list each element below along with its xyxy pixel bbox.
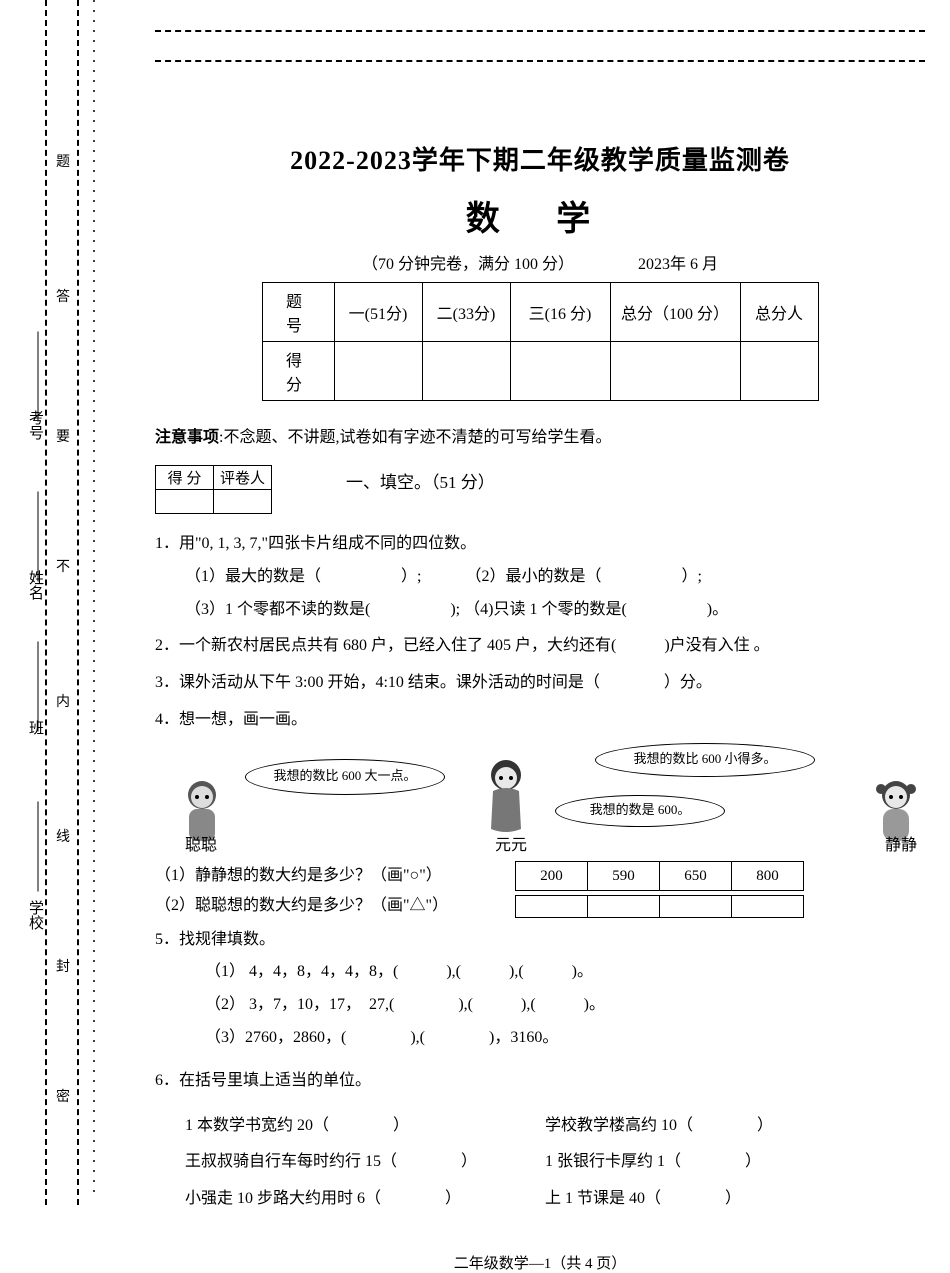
binding-inner-char: 内 [53,695,73,710]
score-header: 总分（100 分） [610,283,740,342]
exam-title: 2022-2023学年下期二年级教学质量监测卷 [155,140,925,177]
binding-label-class: 班 [23,720,43,735]
choice-blank[interactable] [588,895,660,917]
kid-mid-icon [475,757,537,839]
bubble-right: 我想的数比 600 小得多。 [595,743,815,777]
q6-r1b: 学校教学楼高约 10（ ） [545,1108,773,1145]
q1-stem: 1．用"0, 1, 3, 7,"四张卡片组成不同的四位数。 [155,528,925,561]
binding-strip: 考号 姓名 班 学校 题 答 要 不 内 线 封 密 [45,0,120,1205]
binding-label-examno: 考号 [23,410,43,440]
mini-cell: 得 分 [156,466,214,490]
score-cell[interactable] [334,342,422,401]
kid-left-name: 聪聪 [185,830,217,863]
q5-lines: （1） 4，4，8，4，4，8，( ),( ),( )。 （2） 3，7，10，… [155,956,925,1054]
binding-underline [38,642,39,732]
mini-cell-blank[interactable] [214,490,272,514]
exam-subject: 数 学 [155,191,925,240]
q1-p2: （2）最小的数是（ ）; [465,568,701,585]
score-header: 二(33分) [422,283,510,342]
choice-blank[interactable] [516,895,588,917]
binding-inner-char: 题 [53,155,73,170]
binding-label-name: 姓名 [23,570,43,600]
binding-inner-char: 要 [53,430,73,445]
binding-dash-outer [45,0,47,1205]
binding-label-school: 学校 [23,900,43,930]
score-header: 一(51分) [334,283,422,342]
choice-cell: 200 [516,861,588,891]
exam-time-info: （70 分钟完卷，满分 100 分） [362,256,574,273]
q6-r2a: 王叔叔骑自行车每时约行 15（ ） [185,1144,545,1181]
score-cell[interactable] [740,342,818,401]
q6-r1a: 1 本数学书宽约 20（ ） [185,1108,545,1145]
q6-r3a: 小强走 10 步路大约用时 6（ ） [185,1181,545,1218]
binding-underline [38,802,39,892]
binding-inner-char: 线 [53,830,73,845]
top-dash-2 [155,60,925,62]
binding-inner-char: 不 [53,560,73,575]
score-cell[interactable] [610,342,740,401]
q5-l2: （2） 3，7，10，17， 27,( ),( ),( )。 [205,989,925,1022]
score-cell[interactable] [422,342,510,401]
q6-rows: 1 本数学书宽约 20（ ）学校教学楼高约 10（ ） 王叔叔骑自行车每时约行 … [155,1108,925,1218]
binding-underline [38,332,39,422]
section1-title: 一、填空。（51 分） [346,468,495,493]
q4-subquestions: （1）静静想的数大约是多少？（画"○"） 200 590 650 800 （2）… [155,861,925,922]
q1-p1: （1）最大的数是（ ）; [185,568,421,585]
q6-stem: 6．在括号里填上适当的单位。 [155,1065,925,1098]
bubble-mid: 我想的数是 600。 [555,795,725,827]
q4-sub2: （2）聪聪想的数大约是多少？（画"△"） [155,891,515,921]
q5-stem: 5．找规律填数。 [155,924,925,957]
score-header: 题 号 [262,283,334,342]
choice-blank[interactable] [660,895,732,917]
binding-inner-char: 密 [53,1090,73,1105]
page-content: 2022-2023学年下期二年级教学质量监测卷 数 学 （70 分钟完卷，满分 … [155,0,925,1273]
q5-l3: （3）2760，2860，( ),( )，3160。 [205,1022,925,1055]
q6-r3b: 上 1 节课是 40（ ） [545,1181,741,1218]
exam-date: 2023年 6 月 [638,250,718,274]
q1-p4: （4)只读 1 个零的数是( )。 [464,601,728,618]
binding-underline [38,492,39,582]
section-header-row: 得 分 评卷人 一、填空。（51 分） [155,447,925,514]
choice-cell: 590 [588,861,660,891]
binding-inner-char: 封 [53,960,73,975]
notice-text: :不念题、不讲题,试卷如有字迹不清楚的可写给学生看。 [219,429,611,446]
page-footer: 二年级数学—1（共 4 页） [155,1252,925,1273]
grader-mini-table: 得 分 评卷人 [155,465,272,514]
q5-l1: （1） 4，4，8，4，4，8，( ),( ),( )。 [205,956,925,989]
mini-cell: 评卷人 [214,466,272,490]
q4-sub1: （1）静静想的数大约是多少？（画"○"） [155,861,515,891]
score-header: 三(16 分) [510,283,610,342]
questions: 1．用"0, 1, 3, 7,"四张卡片组成不同的四位数。 （1）最大的数是（ … [155,528,925,1218]
mini-cell-blank[interactable] [156,490,214,514]
top-dash-1 [155,30,925,32]
kid-right-name: 静静 [885,830,917,863]
notice-line: 注意事项:不念题、不讲题,试卷如有字迹不清楚的可写给学生看。 [155,423,925,447]
q6-r2b: 1 张银行卡厚约 1（ ） [545,1144,761,1181]
score-row-label: 得 分 [262,342,334,401]
q4-choice-table: 200 590 650 800 [515,861,804,892]
q4-choice-table-2 [515,895,804,918]
choice-blank[interactable] [732,895,804,917]
binding-dash-inner [77,0,79,1205]
exam-subline: （70 分钟完卷，满分 100 分） 2023年 6 月 [155,250,925,274]
q3: 3．课外活动从下午 3:00 开始，4:10 结束。课外活动的时间是（ ）分。 [155,667,925,700]
q1-p3: （3）1 个零都不读的数是( ); [185,601,460,618]
q1-parts: （1）最大的数是（ ）; （2）最小的数是（ ）; （3）1 个零都不读的数是(… [155,561,925,627]
choice-cell: 800 [732,861,804,891]
binding-dot-col [93,0,95,1205]
notice-label: 注意事项 [155,429,219,446]
kid-mid-name: 元元 [495,830,527,863]
q2: 2．一个新农村居民点共有 680 户，已经入住了 405 户，大约还有( )户没… [155,630,925,663]
binding-inner-char: 答 [53,290,73,305]
bubble-left: 我想的数比 600 大一点。 [245,759,445,795]
choice-cell: 650 [660,861,732,891]
score-header: 总分人 [740,283,818,342]
q4-stem: 4．想一想，画一画。 [155,704,925,737]
q4-illustration: 我想的数比 600 大一点。 聪聪 我想的数是 600。 元元 我想的数比 60… [155,741,925,861]
score-cell[interactable] [510,342,610,401]
score-table: 题 号 一(51分) 二(33分) 三(16 分) 总分（100 分） 总分人 … [262,282,819,401]
